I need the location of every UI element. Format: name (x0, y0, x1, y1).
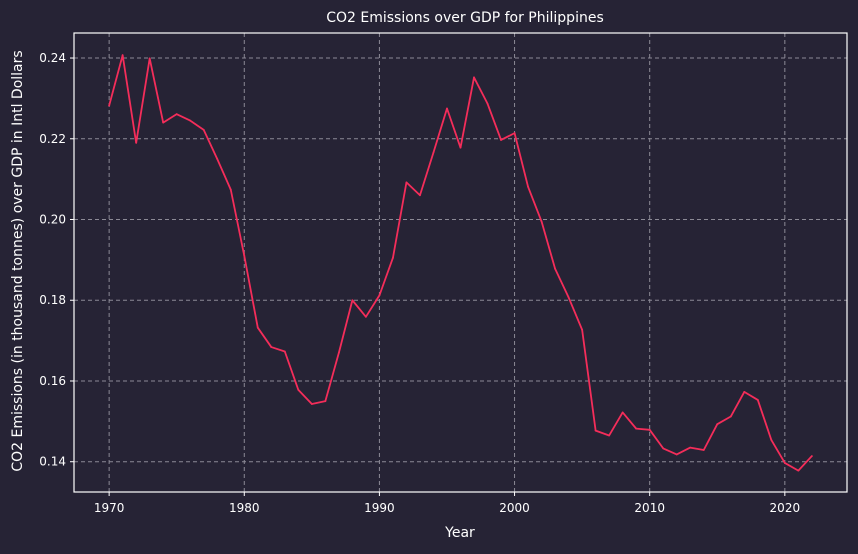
x-tick-label: 2020 (770, 501, 801, 515)
x-axis-label: Year (444, 525, 475, 541)
data-point (135, 141, 138, 144)
y-tick-label: 0.18 (39, 293, 66, 307)
data-point (148, 57, 151, 60)
data-point (716, 423, 719, 426)
data-point (256, 326, 259, 329)
data-point (378, 294, 381, 297)
x-tick-label: 1980 (229, 501, 260, 515)
data-point (310, 403, 313, 405)
data-point (446, 107, 448, 110)
x-tick-label: 2000 (499, 501, 530, 515)
data-point (513, 132, 516, 135)
data-point (202, 128, 205, 131)
data-point (648, 428, 651, 431)
data-point (729, 415, 732, 418)
data-point (324, 400, 327, 403)
data-point (554, 267, 556, 270)
x-axis-ticks: 1970 1980 1990 2000 2010 2020 (94, 492, 800, 515)
x-tick-label: 2010 (634, 501, 665, 515)
y-tick-label: 0.24 (39, 51, 66, 65)
x-tick-label: 1970 (94, 501, 125, 515)
data-point (621, 411, 624, 414)
data-point (365, 315, 367, 318)
data-point (662, 447, 665, 450)
data-point (459, 146, 462, 149)
data-point (283, 350, 286, 353)
data-point (540, 220, 543, 223)
data-point (189, 119, 192, 122)
data-point (743, 390, 746, 393)
data-point (500, 139, 502, 141)
data-point (405, 181, 408, 184)
data-point (810, 455, 813, 457)
data-point (419, 194, 421, 197)
y-tick-label: 0.16 (39, 374, 66, 388)
data-point (473, 76, 475, 79)
data-point (175, 113, 178, 116)
data-point (567, 296, 570, 299)
data-point (270, 346, 273, 348)
data-point (337, 351, 340, 354)
data-point (351, 299, 354, 302)
data-point (432, 151, 435, 154)
data-point (756, 399, 759, 401)
data-point (486, 102, 489, 105)
data-point (594, 429, 597, 432)
data-point (216, 158, 219, 160)
grid (74, 33, 847, 492)
data-point (243, 254, 246, 257)
data-point (689, 446, 692, 449)
data-point (581, 328, 584, 331)
data-point (783, 462, 786, 464)
data-point (108, 104, 111, 107)
data-point (297, 388, 300, 391)
data-point (675, 453, 678, 456)
y-tick-label: 0.14 (39, 455, 66, 469)
x-tick-label: 1990 (364, 501, 395, 515)
y-axis-label: CO2 Emissions (in thousand tonnes) over … (10, 50, 26, 471)
plot-frame (73, 32, 848, 493)
data-point (770, 439, 773, 441)
data-point (702, 449, 705, 451)
series-line (108, 54, 813, 472)
data-point (608, 434, 611, 437)
data-point (797, 469, 800, 472)
chart-title: CO2 Emissions over GDP for Philippines (326, 10, 604, 26)
data-point (635, 427, 638, 430)
y-axis-ticks: 0.14 0.16 0.18 0.20 0.22 0.24 (39, 51, 74, 469)
data-point (162, 121, 165, 124)
y-tick-label: 0.20 (39, 213, 66, 227)
data-point (121, 54, 124, 57)
series-layer (108, 54, 813, 472)
data-point (229, 188, 232, 191)
data-point (392, 256, 394, 259)
y-tick-label: 0.22 (39, 132, 66, 146)
data-point (527, 185, 529, 188)
